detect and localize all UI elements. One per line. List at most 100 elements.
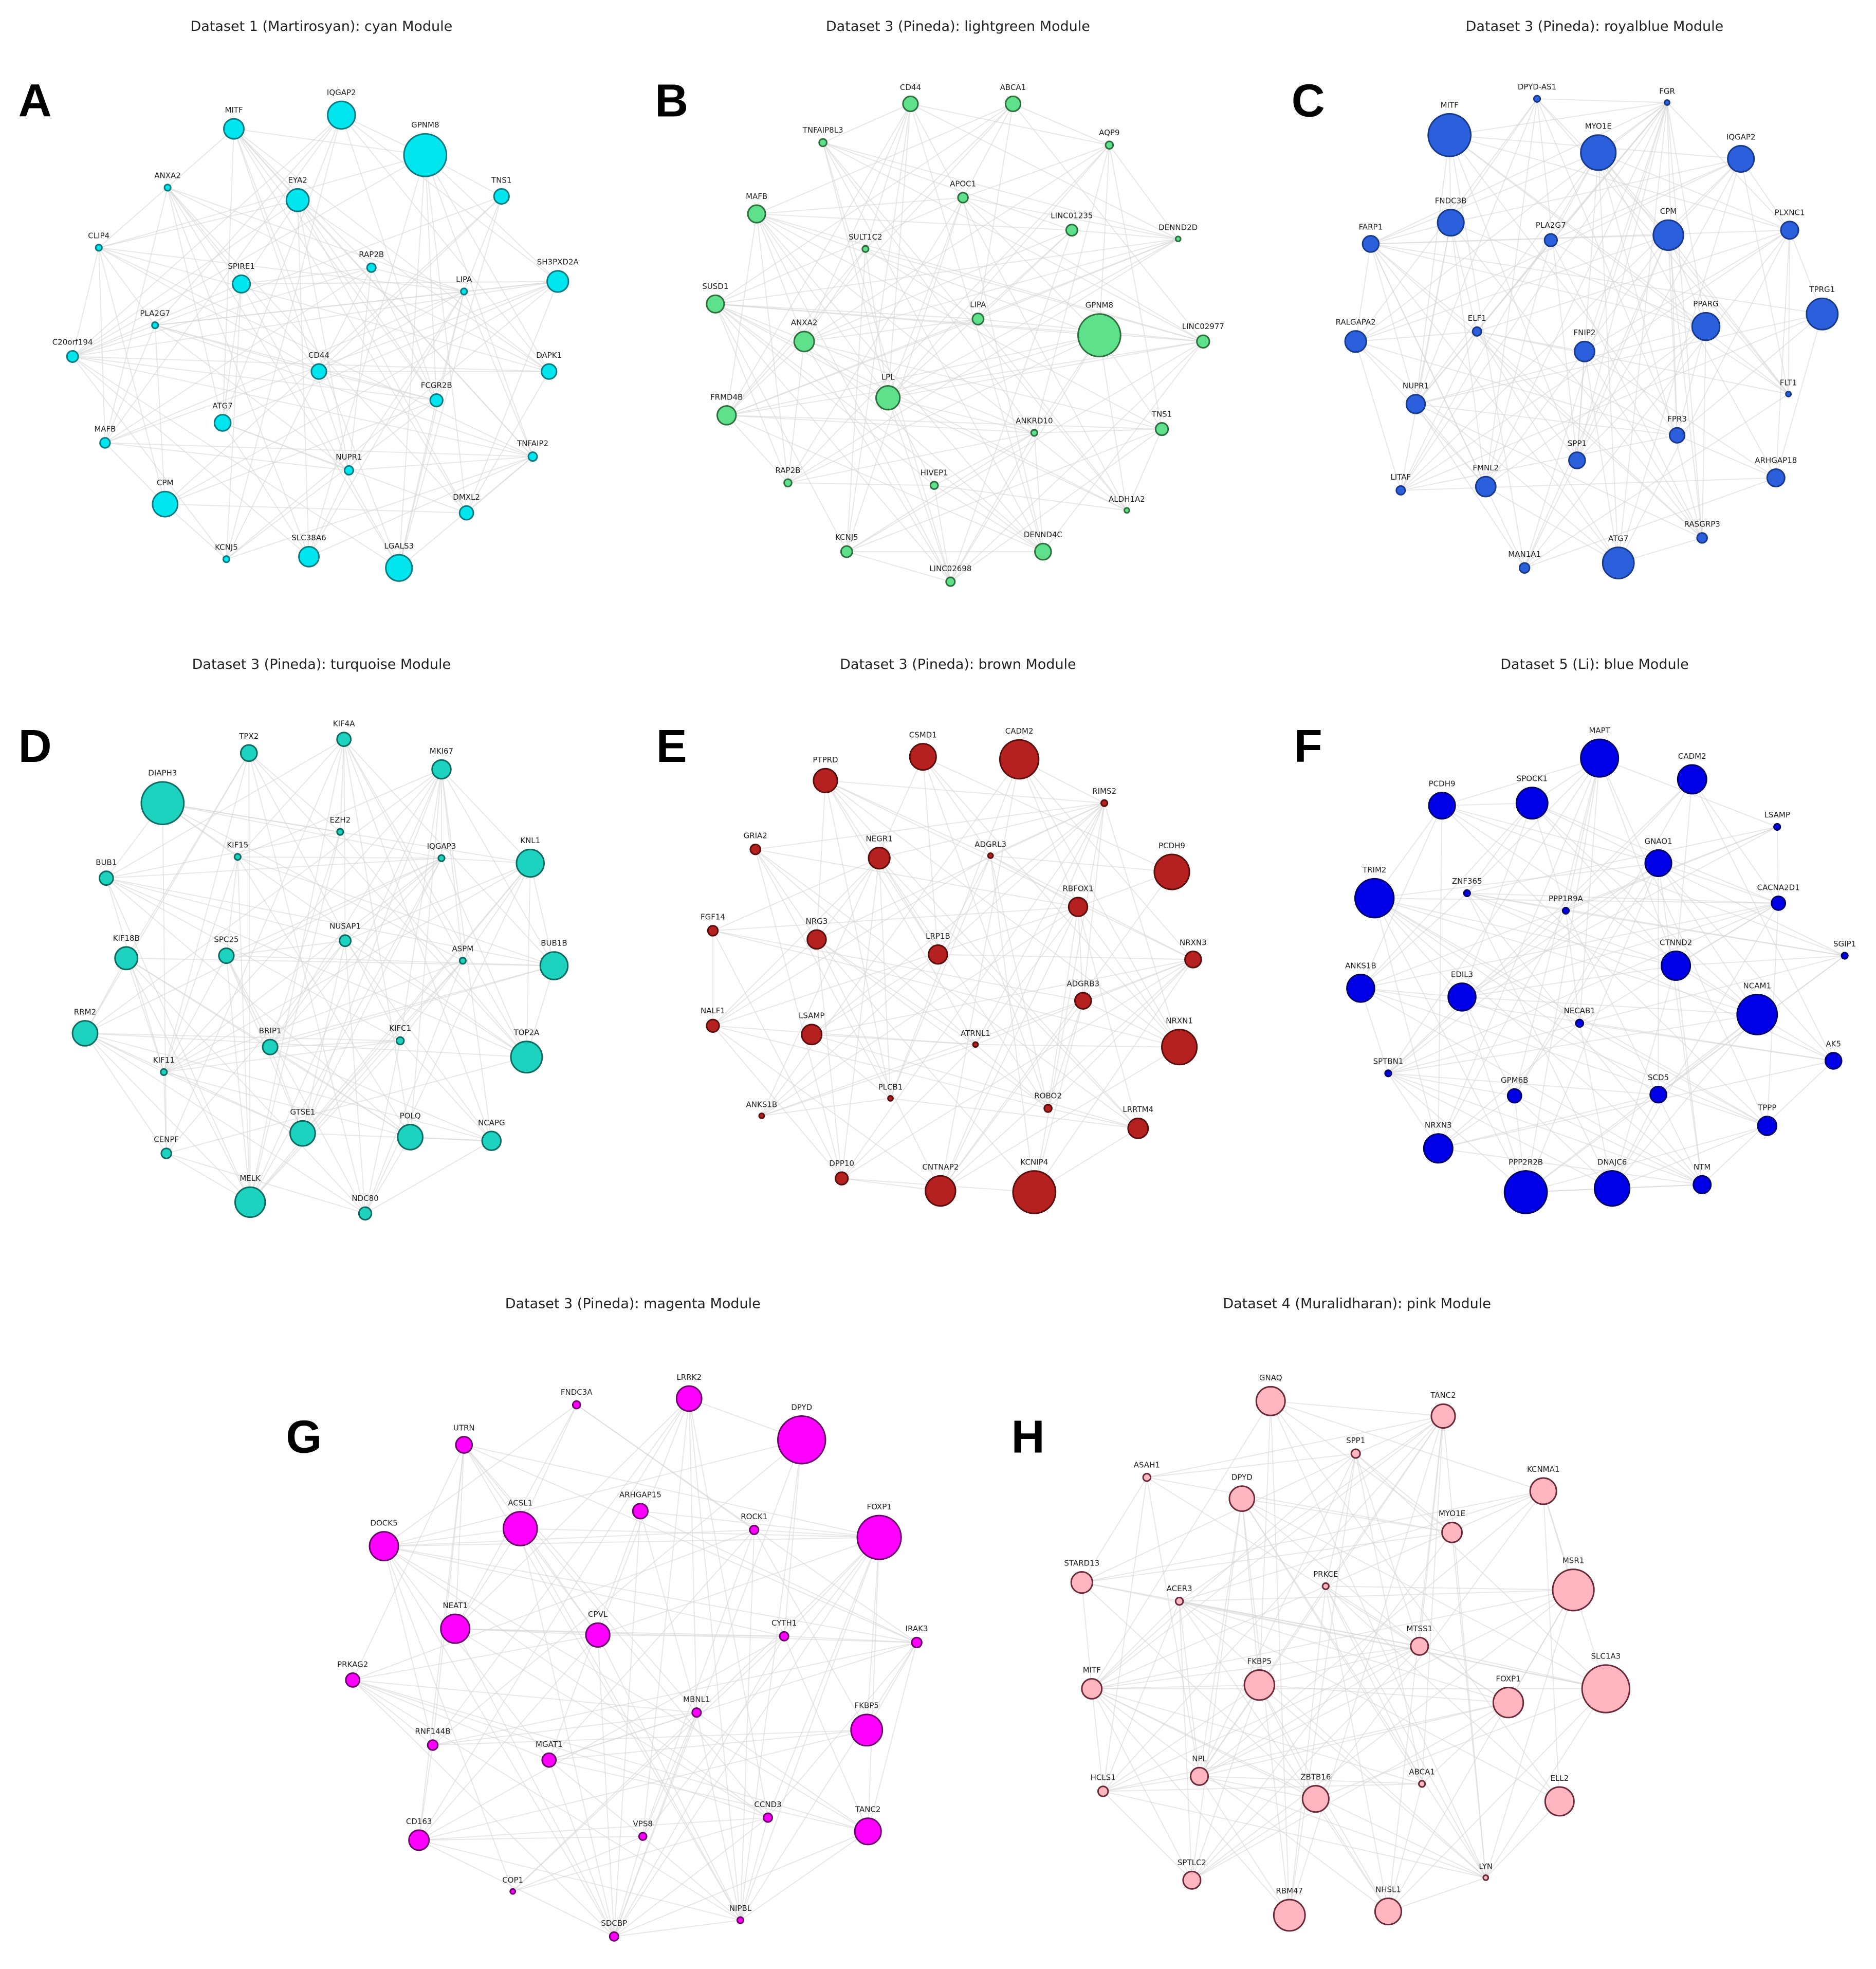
node-circle bbox=[585, 1622, 611, 1648]
node-circle bbox=[339, 934, 352, 947]
node-label: DAPK1 bbox=[536, 351, 562, 360]
node-circle bbox=[160, 1068, 168, 1076]
node-label: SCD5 bbox=[1648, 1073, 1669, 1082]
gene-node: PLXNC1 bbox=[1775, 208, 1805, 240]
node-circle bbox=[1463, 889, 1471, 897]
gene-node: GNAQ bbox=[1255, 1373, 1286, 1416]
gene-node: NHSL1 bbox=[1374, 1885, 1403, 1926]
node-label: IQGAP3 bbox=[427, 842, 456, 851]
gene-node: EZH2 bbox=[330, 815, 351, 836]
gene-node: PRKCE bbox=[1313, 1570, 1338, 1591]
node-circle bbox=[763, 1812, 774, 1823]
node-circle bbox=[911, 1636, 923, 1649]
gene-node: TPX2 bbox=[238, 732, 259, 762]
node-circle bbox=[902, 95, 919, 113]
gene-node: LIPA bbox=[970, 300, 986, 325]
node-circle bbox=[408, 1829, 430, 1851]
node-label: FCGR2B bbox=[421, 380, 452, 390]
gene-node: TNS1 bbox=[491, 175, 511, 205]
gene-node: ADGRL3 bbox=[974, 840, 1006, 859]
node-circle bbox=[1034, 542, 1052, 561]
node-circle bbox=[1841, 952, 1849, 960]
gene-node: CTNND2 bbox=[1660, 938, 1692, 981]
gene-node: ANXA2 bbox=[791, 318, 817, 353]
node-label: CACNA2D1 bbox=[1757, 883, 1800, 892]
gene-node: PCDH9 bbox=[1153, 841, 1190, 890]
node-label: IQGAP2 bbox=[1726, 132, 1756, 141]
node-label: NIPBL bbox=[729, 1904, 752, 1913]
node-circle bbox=[298, 545, 320, 568]
node-circle bbox=[1475, 476, 1497, 498]
node-circle bbox=[1533, 95, 1541, 103]
node-circle bbox=[1472, 326, 1482, 337]
node-circle bbox=[1806, 297, 1839, 331]
node-circle bbox=[223, 118, 245, 140]
node-label: SLC1A3 bbox=[1591, 1652, 1621, 1661]
node-circle bbox=[152, 490, 179, 518]
gene-node: GTSE1 bbox=[289, 1107, 316, 1147]
node-label: NDC80 bbox=[352, 1194, 378, 1203]
gene-node: LPL bbox=[875, 373, 901, 411]
gene-node: SPOCK1 bbox=[1515, 774, 1549, 820]
node-label: MYO1E bbox=[1585, 122, 1612, 131]
node-label: GRIA2 bbox=[744, 831, 767, 840]
node-label: ZBTB16 bbox=[1300, 1772, 1331, 1781]
node-circle bbox=[1012, 1170, 1057, 1214]
gene-node: ZNF365 bbox=[1452, 877, 1482, 897]
node-label: MAN1A1 bbox=[1508, 550, 1541, 559]
node-label: ROCK1 bbox=[741, 1512, 767, 1521]
node-label: LINC02698 bbox=[929, 564, 971, 573]
gene-node: FOXP1 bbox=[1492, 1674, 1524, 1719]
node-circle bbox=[1785, 391, 1792, 397]
gene-node: LSAMP bbox=[1764, 810, 1790, 831]
node-label: TANC2 bbox=[855, 1805, 881, 1814]
gene-node: PCDH9 bbox=[1428, 779, 1456, 820]
gene-node: MYO1E bbox=[1439, 1509, 1465, 1543]
gene-node: PPARG bbox=[1691, 299, 1721, 341]
node-label: CADM2 bbox=[1005, 726, 1034, 736]
node-circle bbox=[66, 350, 79, 363]
node-circle bbox=[163, 184, 172, 192]
node-label: MGAT1 bbox=[536, 1740, 562, 1749]
gene-node: ATG7 bbox=[1602, 534, 1635, 579]
node-circle bbox=[909, 743, 937, 771]
gene-node: FRMD4B bbox=[710, 392, 743, 426]
node-circle bbox=[1043, 1104, 1053, 1113]
gene-node: ATG7 bbox=[212, 401, 233, 432]
node-circle bbox=[749, 1524, 760, 1535]
gene-node: LINC02698 bbox=[929, 564, 971, 587]
panel-h: Dataset 4 (Muralidharan): pink Module H GN… bbox=[1011, 1296, 1631, 1932]
node-circle bbox=[638, 1832, 648, 1841]
node-circle bbox=[541, 1752, 557, 1768]
node-label: PLCB1 bbox=[878, 1082, 903, 1091]
gene-node: AQP9 bbox=[1099, 128, 1120, 150]
node-label: EZH2 bbox=[330, 815, 351, 825]
node-circle bbox=[1030, 429, 1038, 437]
node-circle bbox=[1184, 951, 1202, 969]
node-label: ASPM bbox=[452, 944, 473, 954]
node-label: TANC2 bbox=[1430, 1391, 1456, 1400]
node-circle bbox=[234, 1186, 266, 1218]
gene-node: RAP2B bbox=[359, 250, 384, 273]
gene-node: TRIM2 bbox=[1354, 865, 1395, 919]
gene-node: SLC38A6 bbox=[291, 533, 326, 568]
node-circle bbox=[861, 245, 870, 253]
node-circle bbox=[1677, 764, 1707, 795]
node-label: KIF18B bbox=[113, 934, 140, 943]
node-circle bbox=[151, 321, 159, 330]
node-label: FLT1 bbox=[1780, 378, 1797, 387]
node-circle bbox=[632, 1503, 649, 1520]
node-label: DENND2D bbox=[1158, 223, 1198, 232]
node-label: KCNJ5 bbox=[835, 533, 858, 542]
node-label: FGR bbox=[1659, 86, 1675, 96]
gene-node: LITAF bbox=[1390, 472, 1411, 496]
node-circle bbox=[1395, 485, 1406, 496]
node-label: ACSL1 bbox=[508, 1498, 532, 1507]
node-circle bbox=[1824, 1052, 1843, 1070]
node-circle bbox=[1354, 878, 1395, 919]
gene-node: RNF144B bbox=[415, 1727, 451, 1751]
node-label: RBM47 bbox=[1276, 1886, 1303, 1895]
node-circle bbox=[691, 1707, 702, 1718]
gene-node: FNDC3A bbox=[561, 1388, 593, 1410]
